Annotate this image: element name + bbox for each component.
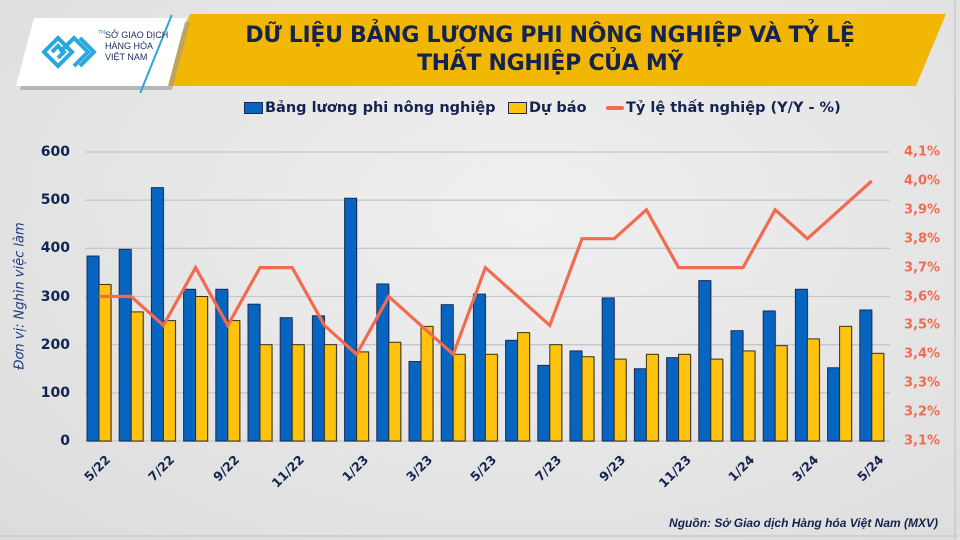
legend-item-unemployment: Tỷ lệ thất nghiệp (Y/Y - %): [606, 100, 841, 116]
unemployment-line-icon: [606, 106, 624, 110]
payrolls-bar: [279, 317, 293, 442]
frame-border-bottom: [0, 535, 958, 537]
forecast-bar: [323, 344, 337, 442]
payrolls-bar: [183, 288, 197, 442]
forecast-bar: [259, 344, 273, 442]
payrolls-bar: [118, 248, 132, 442]
y-tick-left: 400: [40, 240, 70, 257]
forecast-bar: [742, 350, 756, 442]
legend: Bảng lương phi nông nghiệp Dự báo Tỷ lệ …: [0, 98, 960, 120]
payrolls-bar: [859, 309, 873, 442]
payrolls-bar: [86, 255, 100, 442]
legend-item-forecast: Dự báo: [508, 100, 587, 116]
forecast-bar: [356, 351, 370, 442]
payrolls-bar: [247, 303, 261, 442]
forecast-bar: [645, 353, 659, 442]
forecast-bar: [452, 353, 466, 442]
forecast-bar: [710, 358, 724, 442]
y-tick-right: 3,1%: [904, 433, 941, 449]
forecast-bar: [195, 296, 209, 442]
payrolls-bar: [698, 280, 712, 442]
forecast-bar: [162, 320, 176, 442]
forecast-bar: [291, 344, 305, 442]
payrolls-bar: [827, 367, 841, 442]
payrolls-swatch-icon: [244, 102, 263, 114]
y-tick-right: 3,4%: [904, 346, 941, 362]
payrolls-bar: [311, 315, 325, 442]
y-tick-right: 3,3%: [904, 375, 941, 391]
forecast-bar: [130, 311, 144, 442]
payrolls-bar: [762, 310, 776, 442]
payrolls-bar: [408, 361, 422, 442]
y-tick-left: 600: [40, 144, 70, 160]
payrolls-bar: [472, 293, 486, 442]
y-tick-right: 3,7%: [904, 260, 941, 276]
title-banner: [160, 14, 946, 86]
forecast-bar: [678, 353, 692, 442]
forecast-bar: [613, 358, 627, 442]
forecast-bar: [839, 325, 853, 442]
forecast-bar: [517, 332, 531, 442]
source-note: Nguồn: Sở Giao dịch Hàng hóa Việt Nam (M…: [669, 516, 938, 530]
forecast-bar: [420, 325, 434, 442]
trademark: TM: [98, 30, 106, 36]
forecast-bar: [581, 356, 595, 442]
frame-border-right: [954, 0, 956, 540]
y-tick-right: 3,8%: [904, 231, 941, 247]
title-line-2: THẤT NGHIỆP CỦA MỸ: [416, 51, 684, 76]
forecast-bar: [806, 338, 820, 442]
forecast-bar: [484, 353, 498, 442]
forecast-bar: [549, 344, 563, 442]
unemployment-line: [99, 179, 873, 358]
y-tick-right: 3,9%: [904, 202, 941, 218]
payrolls-bar: [569, 350, 583, 442]
legend-item-payrolls: Bảng lương phi nông nghiệp: [244, 100, 496, 116]
payrolls-bar: [633, 368, 647, 442]
chart-title: DỮ LIỆU BẢNG LƯƠNG PHI NÔNG NGHIỆP VÀ TỶ…: [200, 14, 900, 86]
payrolls-bar: [505, 339, 519, 442]
y-tick-right: 4,0%: [904, 173, 941, 189]
payrolls-bar: [601, 297, 615, 442]
y-tick-right: 3,5%: [904, 317, 941, 333]
forecast-bar: [98, 283, 112, 442]
forecast-bar: [388, 341, 402, 442]
y-tick-left: 200: [40, 336, 70, 353]
payrolls-bar: [730, 330, 744, 442]
payrolls-bar: [794, 288, 808, 442]
forecast-bar: [774, 345, 788, 442]
forecast-bar: [871, 352, 885, 442]
title-line-1: DỮ LIỆU BẢNG LƯƠNG PHI NÔNG NGHIỆP VÀ TỶ…: [245, 23, 855, 48]
y-tick-left: 300: [40, 288, 70, 305]
forecast-swatch-icon: [508, 102, 527, 114]
payrolls-bar: [666, 357, 680, 442]
payrolls-bar: [440, 304, 454, 442]
payrolls-bar: [344, 197, 358, 442]
payrolls-bar: [537, 364, 551, 442]
y-tick-left: 0: [60, 433, 70, 449]
y-tick-left: 500: [40, 192, 70, 209]
y-tick-right: 4,1%: [904, 144, 941, 160]
y-tick-left: 100: [40, 384, 70, 401]
logo-text: SỞ GIAO DỊCH HÀNG HÓA VIỆT NAM: [105, 30, 169, 62]
mxv-logo-icon: [41, 35, 97, 69]
forecast-bar: [227, 320, 241, 442]
y-tick-right: 3,2%: [904, 404, 941, 420]
y-tick-right: 3,6%: [904, 289, 941, 304]
